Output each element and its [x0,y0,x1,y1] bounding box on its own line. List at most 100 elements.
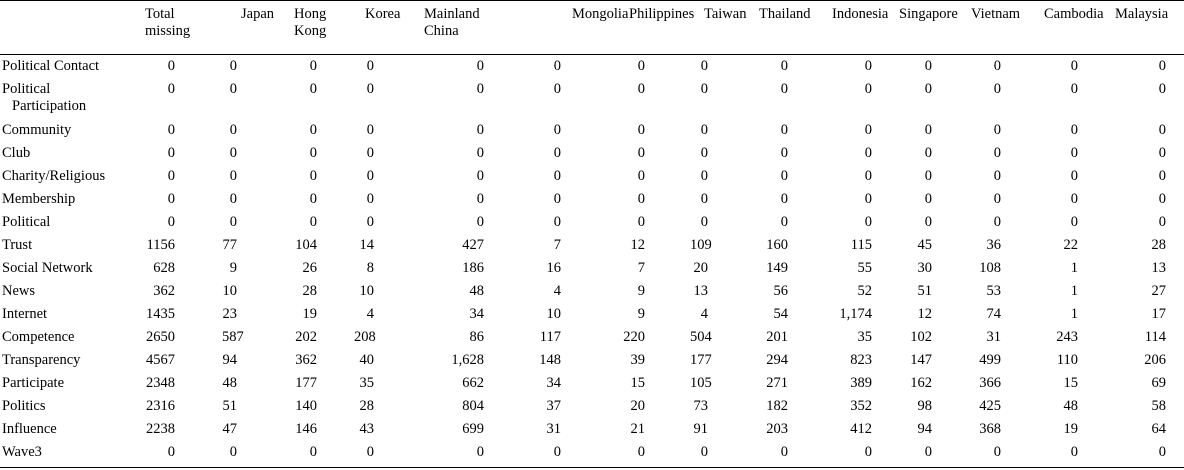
table-cell: 0 [780,168,788,184]
row-label: Political [2,214,51,230]
table-cell: 0 [229,214,237,230]
table-cell: 504 [690,329,712,345]
table-row: Social Network 628 9 26 8 186 16 7 20 149 55 30 108 1… [0,260,1184,283]
table-cell: 54 [773,306,789,322]
table-cell: 0 [476,168,484,184]
column-header-line: Korea [365,6,401,22]
table-cell: 662 [462,375,484,391]
table-row: Political 0 0 0 0 0 0 0 0 0 0 0 0 0 0 [0,214,1184,237]
table-cell: 1,174 [839,306,872,322]
table-cell: 0 [864,145,872,161]
table-cell: 412 [850,421,872,437]
column-header-line: Japan [241,6,275,22]
column-header-line: Philippines [629,6,695,22]
table-cell: 1 [1070,306,1078,322]
table-cell: 0 [309,214,317,230]
column-header-line: Mongolia [572,6,629,22]
table-cell: 0 [780,191,788,207]
table-cell: 7 [553,237,561,253]
table-cell: 362 [295,352,317,368]
table-cell: 0 [993,191,1001,207]
table-top-rule [0,0,1184,1]
table-cell: 0 [637,145,645,161]
table-cell: 0 [366,122,374,138]
table-cell: 0 [476,444,484,460]
table-cell: 352 [850,398,872,414]
table-cell: 31 [986,329,1002,345]
table-cell: 37 [546,398,562,414]
table-cell: 19 [1063,421,1079,437]
table-cell: 9 [637,283,645,299]
table-cell: 114 [1144,329,1166,345]
table-header-row: Total missing Japan Hong Kong Korea Mainland Ch… [0,0,1184,54]
table-cell: 4 [553,283,561,299]
table-row: Participate 2348 48 177 35 662 34 15 105 271 389 16… [0,375,1184,398]
table-cell: 51 [222,398,238,414]
table-cell: 74 [986,306,1002,322]
column-header-line: Mainland [424,6,480,22]
table-cell: 2238 [146,421,175,437]
table-cell: 0 [780,81,788,97]
table-cell: 0 [309,145,317,161]
table-cell: 9 [229,260,237,276]
table-cell: 0 [637,168,645,184]
column-header-line: missing [145,23,191,39]
table-row: Trust 1156 77 104 14 427 7 12 109 160 115 45 36 22 28 [0,237,1184,260]
table-cell: 28 [302,283,318,299]
table-cell: 0 [1070,191,1078,207]
column-header-stub [0,0,143,54]
row-label: Club [2,145,31,161]
table-cell: 7 [637,260,645,276]
table-cell: 20 [693,260,709,276]
column-header: Indonesia [821,0,897,54]
table-cell: 13 [693,283,709,299]
table-cell: 0 [553,81,561,97]
table-row: Competence 2650 587 202 208 86 117 220 504 201 35 1… [0,329,1184,352]
column-header-line: Malaysia [1115,6,1169,22]
table-cell: 47 [222,421,238,437]
table-cell: 91 [693,421,709,437]
column-header-line: Indonesia [832,6,889,22]
column-header: Malaysia [1109,0,1184,54]
table-cell: 23 [222,306,238,322]
table-row: News 362 10 28 10 48 4 9 13 56 52 51 53 1 27 [0,283,1184,306]
table-cell: 0 [229,58,237,74]
table-cell: 147 [910,352,932,368]
table-cell: 0 [366,191,374,207]
table-cell: 1156 [146,237,175,253]
table-cell: 0 [309,58,317,74]
table-cell: 55 [857,260,873,276]
table-cell: 21 [630,421,646,437]
table-cell: 0 [700,214,708,230]
table-header-rule [0,54,1184,55]
table-cell: 362 [153,283,175,299]
table-cell: 0 [309,81,317,97]
table-row: Community 0 0 0 0 0 0 0 0 0 0 0 0 0 0 [0,122,1184,145]
table-cell: 804 [462,398,484,414]
table-cell: 0 [864,191,872,207]
column-header-line: Vietnam [971,6,1021,22]
table-cell: 699 [462,421,484,437]
table-cell: 823 [850,352,872,368]
table-cell: 0 [780,58,788,74]
table-cell: 110 [1056,352,1078,368]
table-cell: 0 [993,81,1001,97]
table-cell: 77 [222,237,238,253]
table-cell: 86 [469,329,485,345]
table-cell: 28 [359,398,375,414]
table-cell: 0 [637,58,645,74]
table-row: Politics 2316 51 140 28 804 37 20 73 182 352 98 425 4… [0,398,1184,421]
table-cell: 17 [1151,306,1167,322]
table-cell: 186 [462,260,484,276]
table-cell: 0 [1070,145,1078,161]
column-header: Cambodia [1039,0,1109,54]
table-cell: 0 [366,81,374,97]
table-cell: 1,628 [451,352,484,368]
table-cell: 427 [462,237,484,253]
table-cell: 0 [366,444,374,460]
table-cell: 0 [476,122,484,138]
table-cell: 0 [864,58,872,74]
table-cell: 94 [917,421,933,437]
table-cell: 34 [546,375,562,391]
